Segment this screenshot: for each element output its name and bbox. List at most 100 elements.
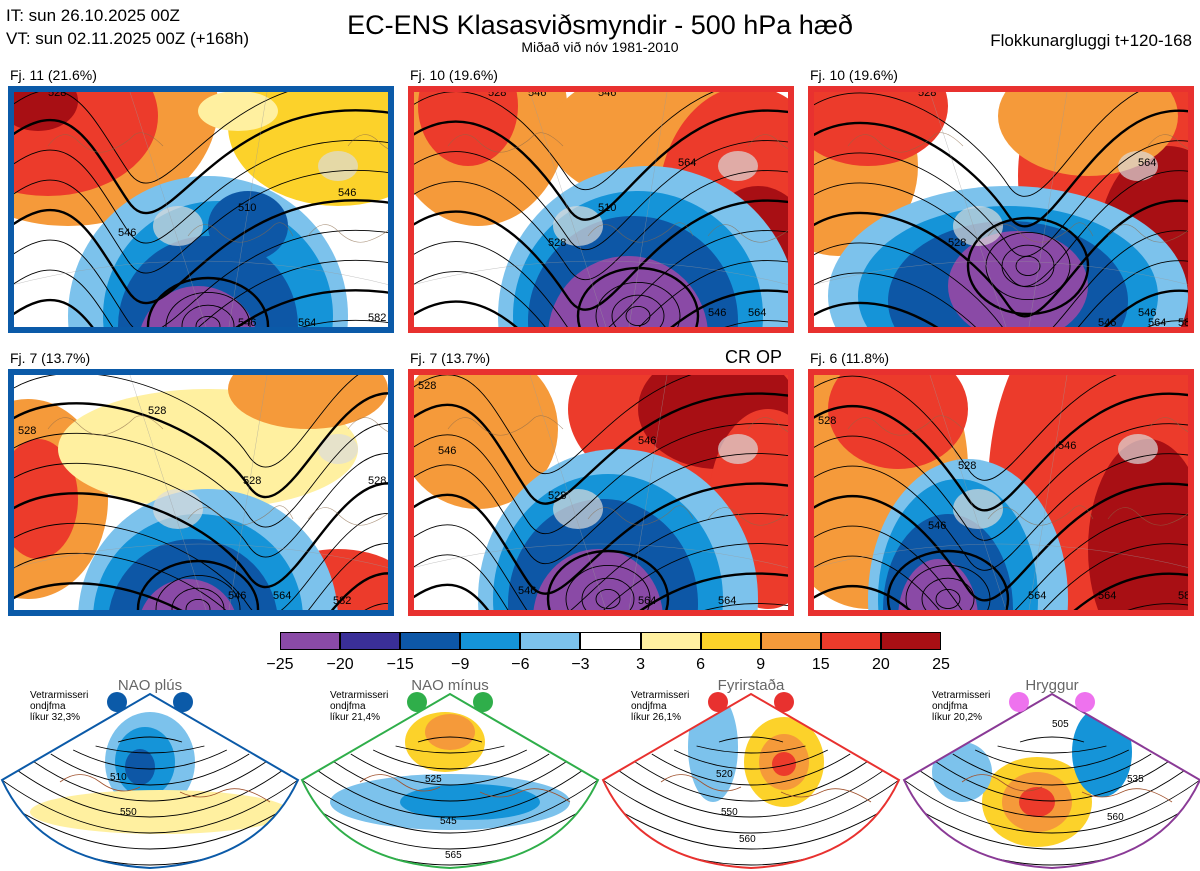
geopotential-contour [14, 289, 388, 327]
closed-contour [935, 588, 961, 610]
geopotential-contour [814, 140, 1188, 257]
colorbar-swatch [700, 632, 761, 650]
regime-contour [328, 757, 572, 802]
regime-anomaly [30, 790, 290, 834]
regime-contour [718, 736, 784, 743]
colorbar-swatch [760, 632, 821, 650]
regime-map: 510 550 [0, 692, 300, 870]
geopotential-contour [414, 513, 788, 610]
regime-contour [975, 749, 1129, 770]
closed-contour [1001, 244, 1055, 288]
closed-contour [136, 559, 260, 610]
weather-regimes: 510 550 NAO plús Vetrarmisseri ondjfma líkur … [0, 672, 1200, 871]
contour-label: 546 [338, 187, 356, 199]
colorbar-tick-label: −15 [386, 656, 414, 673]
closed-contour [195, 315, 221, 327]
anomaly-colorbar [280, 632, 941, 652]
geopotential-contour [814, 392, 1188, 512]
colorbar-swatch [280, 632, 341, 650]
contour-label: 564 [1098, 590, 1116, 602]
colorbar-tick-label: −3 [571, 656, 590, 673]
cluster-map: 528546564528546564582 [814, 92, 1188, 327]
regime-anomaly [400, 784, 540, 820]
closed-contour [611, 294, 665, 327]
regime-map: 525 545 565 [300, 692, 600, 870]
cluster-map-panel: 528 546 546 510 528 546 564 564 [408, 86, 794, 333]
contour-label: 546 [1138, 307, 1156, 319]
colorbar-swatch [580, 632, 641, 650]
panel-5-label: Fj. 7 (13.7%) [410, 350, 491, 366]
regime-contour [2, 765, 298, 834]
contour-label: 564 [1148, 317, 1166, 327]
cluster-map-panel: 528 546 546 528 546 564 564 [408, 369, 794, 616]
contour-label: 546 [518, 585, 536, 597]
geopotential-contour [414, 423, 788, 535]
colorbar-tick-label: 15 [811, 656, 830, 673]
colorbar-tick-label: −25 [266, 656, 294, 673]
regime-anomaly [1019, 787, 1055, 817]
anomaly-area [14, 439, 78, 559]
anomaly-area [228, 375, 388, 429]
colorbar-swatch [340, 632, 401, 650]
closed-contour [921, 577, 975, 610]
regime-frame [300, 692, 600, 870]
geopotential-contour [14, 109, 388, 215]
colorbar-ticks: −25 −20 −15 −9 −6 −3 3 6 9 15 20 25 [0, 656, 1200, 676]
regime-contour [305, 761, 595, 818]
geopotential-contour [14, 375, 359, 468]
geopotential-contour [814, 423, 1188, 541]
regime-contour [674, 749, 828, 770]
geopotential-contour [14, 572, 388, 610]
contour-label: 528 [18, 425, 36, 437]
regime-contour-label: 545 [440, 816, 457, 827]
geopotential-contour [14, 92, 289, 184]
colorbar-swatch [400, 632, 461, 650]
regime-contour-label: 505 [1052, 719, 1069, 730]
anomaly-area [1088, 439, 1188, 610]
anomaly-area [898, 559, 978, 610]
regime-marker-dot [1075, 692, 1095, 712]
contour-label: 528 [488, 92, 506, 99]
geopotential-contour [414, 92, 715, 191]
panel-2-label: Fj. 10 (19.6%) [410, 67, 498, 83]
geopotential-contour [14, 169, 388, 274]
regime-contour [417, 736, 483, 743]
regime-contour [606, 761, 896, 818]
geopotential-contour [14, 392, 388, 499]
geopotential-contour [814, 230, 1188, 327]
contour-label: 528 [948, 237, 966, 249]
closed-contour [595, 588, 621, 610]
anomaly-area [418, 92, 518, 166]
regime-contour [1019, 736, 1085, 743]
regime-contour-label: 565 [445, 850, 462, 861]
regime-contour-label: 510 [110, 772, 127, 783]
panel-4-label: Fj. 7 (13.7%) [10, 350, 91, 366]
geopotential-contour [414, 453, 788, 565]
regime-contour [302, 773, 598, 866]
regime-anomaly [932, 742, 992, 802]
contour-label: 510 [238, 202, 256, 214]
contour-label: 546 [438, 445, 456, 457]
regime-contour-label: 550 [721, 807, 738, 818]
anomaly-area [414, 375, 558, 509]
closed-contour [576, 266, 700, 327]
geopotential-contour [14, 422, 388, 528]
contour-label: 528 [148, 405, 166, 417]
regime-probability: Vetrarmisseri ondjfma líkur 26,1% [631, 690, 690, 723]
contour-label: 546 [118, 227, 136, 239]
cluster-map-panel: 528546564528546564582 [808, 86, 1194, 333]
colorbar-tick-label: 20 [872, 656, 890, 673]
contour-label: 564 [273, 590, 291, 602]
regime-contour [350, 753, 550, 786]
regime-map: 505 535 560 [902, 692, 1200, 870]
closed-contour [886, 549, 1010, 610]
colorbar-swatch [460, 632, 521, 650]
colorbar-swatch [820, 632, 881, 650]
geopotential-contour [414, 289, 788, 327]
colorbar-swatch [880, 632, 941, 650]
geopotential-contour [14, 259, 388, 327]
initial-time: IT: sun 26.10.2025 00Z [6, 6, 180, 25]
cluster-map: 528 528 528 528 546 564 582 [14, 375, 388, 610]
geopotential-contour [814, 92, 1140, 197]
contour-label: 564 [678, 157, 696, 169]
